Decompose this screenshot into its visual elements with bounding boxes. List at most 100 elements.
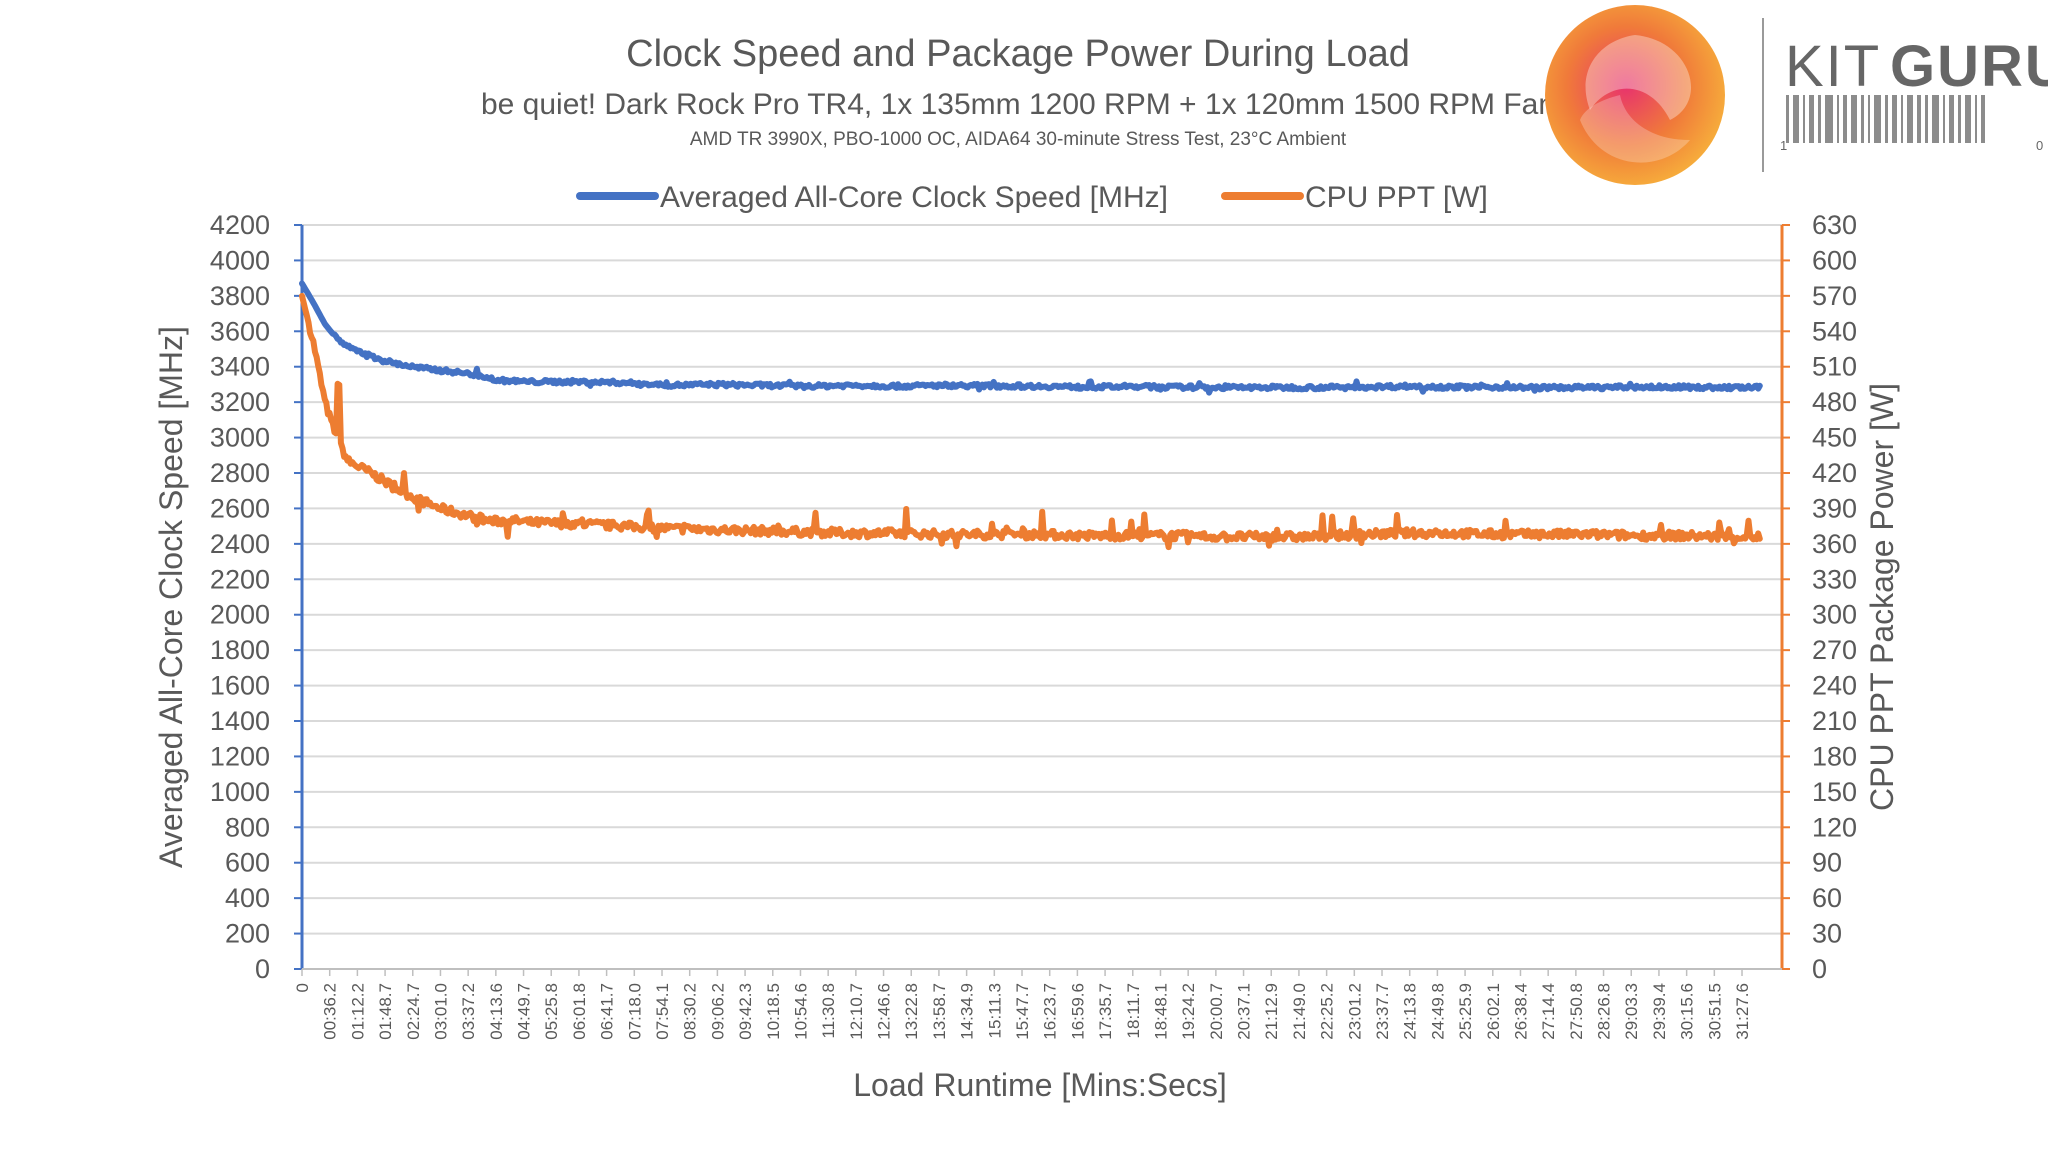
barcode-bar (1809, 95, 1814, 143)
x-tick-label: 23:01.2 (1345, 983, 1364, 1040)
right-tick-label: 360 (1812, 529, 1857, 559)
x-tick-label: 16:23.7 (1041, 983, 1060, 1040)
x-tick-label: 17:35.7 (1096, 983, 1115, 1040)
right-tick-label: 180 (1812, 741, 1857, 771)
x-tick-label: 01:48.7 (376, 983, 395, 1040)
right-tick-label: 30 (1812, 919, 1842, 949)
right-axis: 0 30 60 90 120 150 180 210 240 270 300 330 360 390 420… (1780, 210, 1857, 984)
x-tick-label: 13:22.8 (902, 983, 921, 1040)
x-tick-label: 21:12.9 (1262, 983, 1281, 1040)
left-axis: 0 200 400 600 800 1000 1200 1400 1600 1800 2000 220… (210, 210, 304, 984)
left-tick-label: 4000 (210, 245, 270, 275)
barcode-bar (1874, 95, 1881, 143)
logo-barcode-icon (1786, 95, 1985, 143)
barcode-bar (1917, 95, 1921, 143)
x-axis: 0 00:36.2 01:12.2 01:48.7 02:24.7 03:01.0 03:3… (293, 968, 1782, 1040)
right-tick-label: 60 (1812, 883, 1842, 913)
barcode-bar (1861, 95, 1864, 143)
left-tick-label: 1200 (210, 741, 270, 771)
right-tick-label: 270 (1812, 635, 1857, 665)
left-tick-label: 1000 (210, 777, 270, 807)
barcode-bar (1981, 95, 1985, 143)
left-tick-label: 1800 (210, 635, 270, 665)
x-tick-label: 30:15.6 (1678, 983, 1697, 1040)
logo-text-kit: KIT (1785, 34, 1881, 99)
left-tick-label: 4200 (210, 210, 270, 240)
x-tick-label: 12:46.6 (875, 983, 894, 1040)
barcode-bar (1843, 95, 1847, 143)
chart-title: Clock Speed and Package Power During Loa… (626, 33, 1410, 75)
logo-barcode-right: 0 (2036, 138, 2043, 153)
right-tick-label: 0 (1812, 954, 1827, 984)
right-tick-label: 630 (1812, 210, 1857, 240)
right-tick-label: 540 (1812, 316, 1857, 346)
left-tick-label: 2200 (210, 564, 270, 594)
x-tick-label: 19:24.2 (1179, 983, 1198, 1040)
left-tick-label: 3800 (210, 281, 270, 311)
legend-label-power: CPU PPT [W] (1305, 181, 1488, 214)
right-tick-label: 120 (1812, 812, 1857, 842)
left-tick-label: 1600 (210, 671, 270, 701)
left-tick-label: 400 (225, 883, 270, 913)
right-tick-label: 390 (1812, 493, 1857, 523)
x-tick-label: 02:24.7 (404, 983, 423, 1040)
gridlines (302, 224, 1782, 935)
right-tick-label: 150 (1812, 777, 1857, 807)
x-tick-label: 18:11.7 (1124, 983, 1143, 1038)
series-line-cpu-ppt (299, 292, 1763, 551)
x-tick-label: 12:10.7 (847, 983, 866, 1040)
x-tick-label: 26:38.4 (1511, 983, 1530, 1040)
x-tick-label: 15:47.7 (1013, 983, 1032, 1040)
barcode-bar (1793, 95, 1799, 143)
x-tick-label: 07:54.1 (653, 983, 672, 1040)
x-tick-label: 16:59.6 (1068, 983, 1087, 1040)
y-axis-label-left: Averaged All-Core Clock Speed [MHz] (153, 326, 189, 868)
logo-swirl-detail-icon-2 (1580, 95, 1690, 163)
legend-label-clock: Averaged All-Core Clock Speed [MHz] (660, 181, 1168, 214)
left-tick-label: 1400 (210, 706, 270, 736)
x-tick-label: 23:37.7 (1373, 983, 1392, 1040)
x-tick-label: 05:25.8 (542, 983, 561, 1040)
x-tick-label: 0 (293, 983, 312, 992)
x-tick-label: 06:41.7 (598, 983, 617, 1040)
left-tick-label: 3200 (210, 387, 270, 417)
left-tick-label: 2800 (210, 458, 270, 488)
x-tick-label: 20:37.1 (1235, 983, 1254, 1040)
logo-barcode-left: 1 (1780, 138, 1787, 153)
right-tick-label: 210 (1812, 706, 1857, 736)
x-tick-label: 09:42.3 (736, 983, 755, 1040)
chart-subtitle: be quiet! Dark Rock Pro TR4, 1x 135mm 12… (481, 88, 1555, 121)
left-tick-label: 3400 (210, 352, 270, 382)
x-axis-label: Load Runtime [Mins:Secs] (853, 1067, 1227, 1103)
barcode-bar (1932, 95, 1939, 143)
barcode-bar (1892, 95, 1897, 143)
right-tick-label: 330 (1812, 564, 1857, 594)
barcode-bar (1786, 95, 1789, 143)
y-axis-label-right: CPU PPT Package Power [W] (1864, 383, 1900, 811)
x-tick-label: 21:49.0 (1290, 983, 1309, 1040)
chart-note: AMD TR 3990X, PBO-1000 OC, AIDA64 30-min… (690, 129, 1347, 150)
x-tick-label: 04:13.6 (487, 983, 506, 1040)
left-tick-label: 200 (225, 919, 270, 949)
x-tick-label: 10:18.5 (764, 983, 783, 1040)
barcode-bar (1837, 95, 1839, 143)
right-tick-label: 420 (1812, 458, 1857, 488)
x-tick-label: 27:50.8 (1567, 983, 1586, 1040)
x-tick-label: 07:18.0 (625, 983, 644, 1040)
x-tick-label: 01:12.2 (348, 983, 367, 1040)
barcode-bar (1818, 95, 1821, 143)
left-tick-label: 3600 (210, 316, 270, 346)
x-tick-label: 14:34.9 (958, 983, 977, 1040)
barcode-bar (1868, 95, 1870, 143)
barcode-bar (1943, 95, 1945, 143)
x-tick-label: 06:01.8 (570, 983, 589, 1040)
barcode-bar (1885, 95, 1888, 143)
x-tick-label: 08:30.2 (681, 983, 700, 1040)
x-tick-label: 31:27.6 (1733, 983, 1752, 1040)
right-tick-label: 510 (1812, 352, 1857, 382)
right-tick-label: 600 (1812, 245, 1857, 275)
barcode-bar (1907, 95, 1913, 143)
barcode-bar (1901, 95, 1903, 143)
left-tick-label: 800 (225, 812, 270, 842)
barcode-bar (1965, 95, 1971, 143)
